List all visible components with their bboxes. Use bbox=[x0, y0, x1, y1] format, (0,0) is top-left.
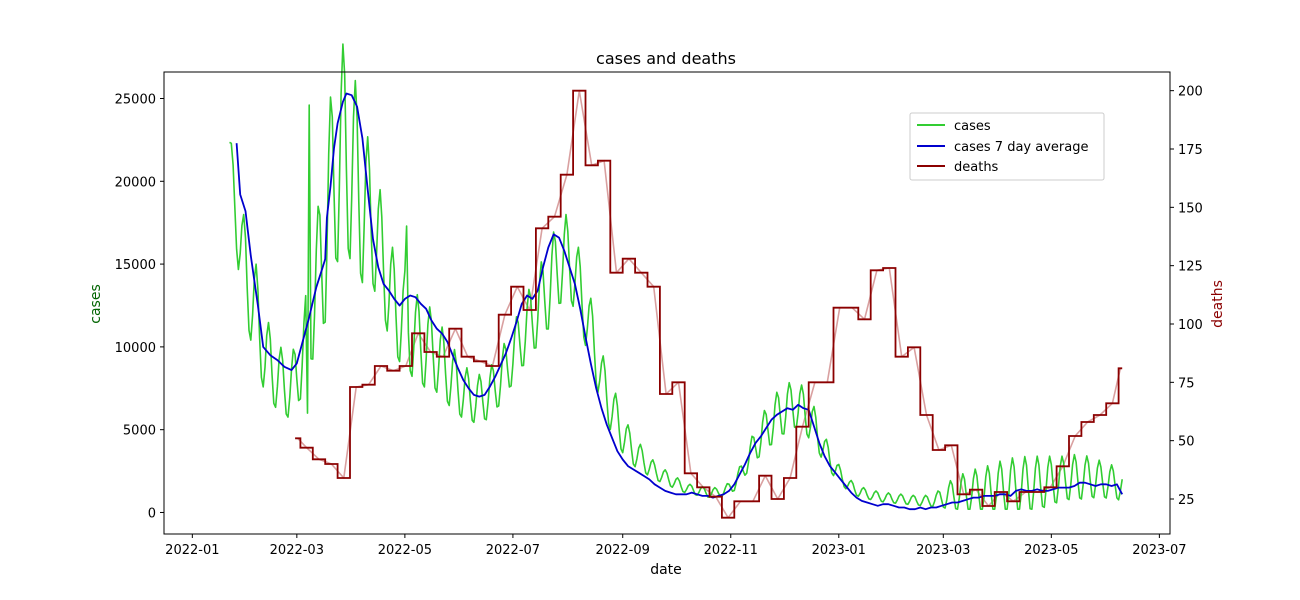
y-axis-right-label: deaths bbox=[1210, 280, 1226, 328]
x-tick-label: 2023-05 bbox=[1024, 543, 1078, 558]
cases-7-day-average-line bbox=[235, 92, 1123, 511]
plot-frame bbox=[163, 71, 1171, 535]
y-right-tick-label: 150 bbox=[1178, 201, 1203, 216]
legend-label-cases: cases bbox=[954, 119, 991, 134]
y-right-tick-label: 25 bbox=[1178, 493, 1195, 508]
deaths-step-line bbox=[295, 89, 1123, 519]
y-left-tick-label: 10000 bbox=[115, 341, 156, 356]
y-right-tick-label: 75 bbox=[1178, 376, 1195, 391]
x-tick-label: 2023-07 bbox=[1132, 543, 1186, 558]
legend: cases cases 7 day average deaths bbox=[909, 112, 1105, 181]
y-left-tick-label: 25000 bbox=[115, 92, 156, 107]
cases-line bbox=[229, 43, 1123, 510]
x-tick-label: 2023-03 bbox=[916, 543, 970, 558]
y-right-tick-label: 200 bbox=[1178, 85, 1203, 100]
x-tick-label: 2022-05 bbox=[378, 543, 432, 558]
y-left-tick-label: 5000 bbox=[123, 424, 156, 439]
y-right-tick-label: 125 bbox=[1178, 260, 1203, 275]
legend-box bbox=[909, 112, 1105, 181]
chart-title: cases and deaths bbox=[596, 49, 736, 68]
y-left-tick-label: 15000 bbox=[115, 258, 156, 273]
x-tick-label: 2022-03 bbox=[270, 543, 324, 558]
x-tick-label: 2022-07 bbox=[486, 543, 540, 558]
legend-label-average: cases 7 day average bbox=[954, 140, 1088, 155]
axes: 2022-01 2022-03 2022-05 2022-07 2022-09 2022-… bbox=[115, 71, 1203, 558]
y-right-tick-label: 50 bbox=[1178, 435, 1195, 450]
y-right-tick-label: 175 bbox=[1178, 143, 1203, 158]
x-axis-label: date bbox=[650, 562, 682, 578]
x-tick-label: 2023-01 bbox=[812, 543, 866, 558]
y-axis-left-label: cases bbox=[88, 284, 104, 323]
y-left-tick-label: 0 bbox=[148, 506, 156, 521]
x-tick-label: 2022-01 bbox=[165, 543, 219, 558]
x-tick-label: 2022-09 bbox=[596, 543, 650, 558]
legend-label-deaths: deaths bbox=[954, 160, 999, 175]
y-left-tick-label: 20000 bbox=[115, 175, 156, 190]
x-tick-label: 2022-11 bbox=[704, 543, 758, 558]
y-right-tick-label: 100 bbox=[1178, 318, 1203, 333]
plot-area bbox=[229, 43, 1123, 519]
